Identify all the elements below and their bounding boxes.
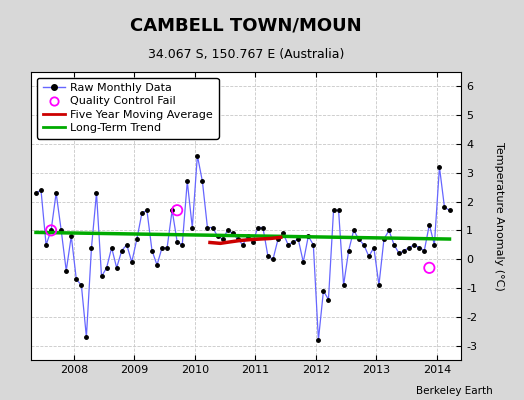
Legend: Raw Monthly Data, Quality Control Fail, Five Year Moving Average, Long-Term Tren: Raw Monthly Data, Quality Control Fail, … bbox=[37, 78, 219, 139]
Point bbox=[425, 265, 433, 271]
Text: Berkeley Earth: Berkeley Earth bbox=[416, 386, 493, 396]
Text: CAMBELL TOWN/MOUN: CAMBELL TOWN/MOUN bbox=[130, 16, 362, 34]
Y-axis label: Temperature Anomaly (°C): Temperature Anomaly (°C) bbox=[494, 142, 504, 290]
Point bbox=[173, 207, 181, 214]
Point bbox=[47, 227, 56, 234]
Text: 34.067 S, 150.767 E (Australia): 34.067 S, 150.767 E (Australia) bbox=[148, 48, 344, 61]
